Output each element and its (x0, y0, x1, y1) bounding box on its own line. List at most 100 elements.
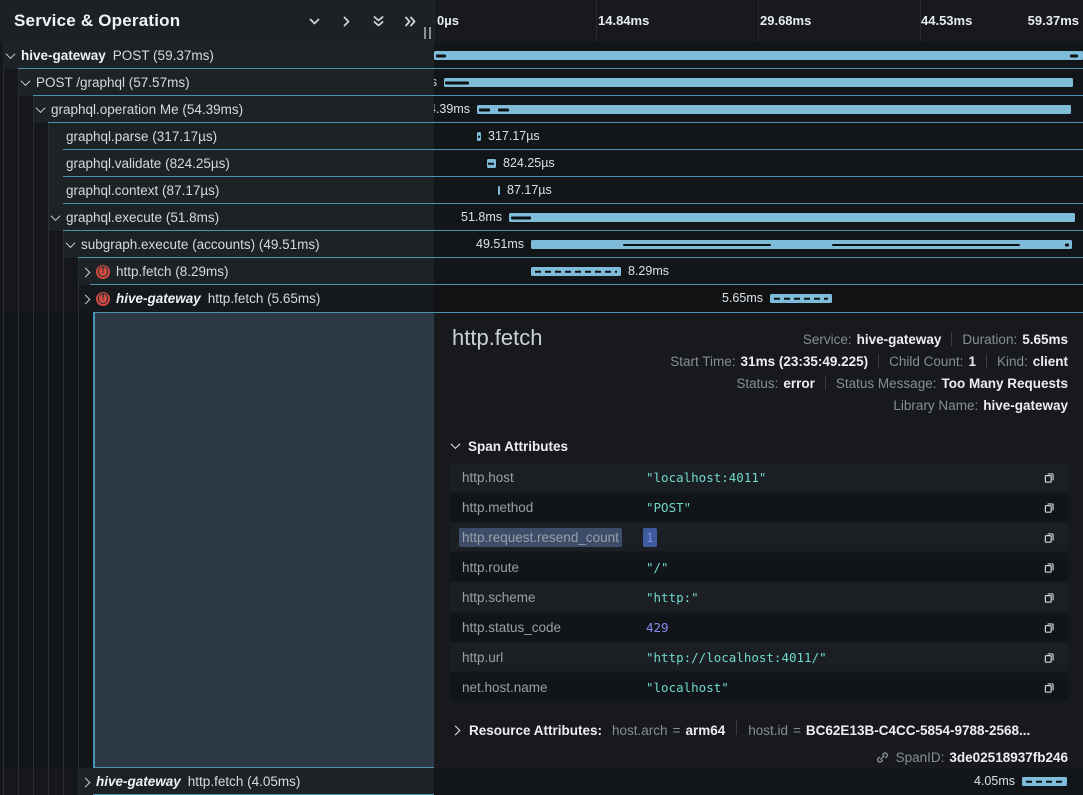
timeline-bar[interactable] (509, 213, 1075, 222)
attribute-row[interactable]: http.route "/" (450, 553, 1068, 581)
attribute-value: "/" (646, 560, 669, 575)
attribute-key: http.scheme (462, 590, 536, 605)
span-row[interactable]: graphql.operation Me (54.39ms)54.39ms (0, 96, 1083, 123)
timeline-bar[interactable] (477, 132, 481, 141)
copy-icon[interactable] (1042, 530, 1057, 545)
copy-icon[interactable] (1042, 560, 1057, 575)
meta-label: Child Count: (889, 354, 963, 369)
copy-icon[interactable] (1042, 680, 1057, 695)
span-service-name: hive-gateway (21, 48, 106, 63)
attribute-key: net.host.name (462, 680, 548, 695)
attribute-key: http.route (462, 560, 519, 575)
copy-icon[interactable] (1042, 650, 1057, 665)
span-service-name: hive-gateway (96, 774, 181, 789)
copy-icon[interactable] (1042, 500, 1057, 515)
timeline-bar[interactable] (487, 159, 496, 168)
bar-duration-label: 317.17µs (488, 129, 540, 143)
chevron-down-icon[interactable] (66, 238, 76, 248)
row-border (18, 68, 1083, 69)
panel-splitter-handle[interactable] (421, 26, 433, 40)
meta-value: hive-gateway (983, 398, 1068, 413)
span-tree-cell[interactable]: subgraph.execute (accounts) (49.51ms) (0, 231, 434, 258)
chevron-down-icon[interactable] (21, 76, 31, 86)
attribute-key: http.method (462, 500, 533, 515)
meta-value: 31ms (23:35:49.225) (741, 354, 869, 369)
copy-icon[interactable] (1042, 590, 1057, 605)
error-icon (96, 292, 110, 306)
span-tree-cell[interactable]: graphql.validate (824.25µs) (0, 150, 434, 177)
span-tree-cell[interactable]: hive-gatewayhttp.fetch (4.05ms) (0, 768, 434, 795)
expand-all-icon[interactable] (401, 12, 419, 30)
timeline-bar[interactable] (434, 51, 1083, 60)
bar-duration-label: 824.25µs (503, 156, 555, 170)
span-row[interactable]: graphql.context (87.17µs) 87.17µs (0, 177, 1083, 204)
timeline-bar[interactable] (498, 186, 500, 195)
span-row[interactable]: subgraph.execute (accounts) (49.51ms) 49.… (0, 231, 1083, 258)
timeline-lane: 824.25µs (434, 150, 1083, 177)
attribute-row[interactable]: http.request.resend_count1 (450, 523, 1068, 551)
span-tree-cell[interactable]: graphql.context (87.17µs) (0, 177, 434, 204)
collapse-one-level-icon[interactable] (305, 12, 323, 30)
chevron-down-icon[interactable] (6, 49, 16, 59)
meta-label: Library Name: (893, 398, 978, 413)
span-attributes-toggle[interactable]: Span Attributes (450, 439, 568, 454)
span-tree-cell[interactable]: graphql.execute (51.8ms) (0, 204, 434, 231)
timeline-lane: 87.17µs (434, 177, 1083, 204)
row-border (63, 149, 1083, 150)
attribute-row[interactable]: net.host.name "localhost" (450, 673, 1068, 701)
attribute-row[interactable]: http.status_code429 (450, 613, 1068, 641)
attribute-value: "http://localhost:4011/" (646, 650, 827, 665)
timeline-lane: 51.8ms (434, 204, 1083, 231)
span-row[interactable]: POST /graphql (57.57ms) 57.57ms (0, 69, 1083, 96)
chevron-down-icon[interactable] (51, 211, 61, 221)
attribute-row[interactable]: http.url"http://localhost:4011/" (450, 643, 1068, 671)
span-row[interactable]: graphql.parse (317.17µs) 317.17µs (0, 123, 1083, 150)
span-tree-cell[interactable]: hive-gatewayPOST (59.37ms) (0, 42, 434, 69)
span-tree-cell[interactable]: graphql.operation Me (54.39ms) (0, 96, 434, 123)
timeline-bar[interactable] (770, 294, 832, 303)
collapse-all-icon[interactable] (369, 12, 387, 30)
chevron-right-icon[interactable] (451, 725, 461, 735)
timeline-bar[interactable] (531, 267, 621, 276)
attribute-key: http.request.resend_count (459, 528, 622, 547)
chevron-right-icon[interactable] (81, 777, 91, 787)
row-border (63, 203, 1083, 204)
timeline-lane: 57.57ms (434, 69, 1083, 96)
chevron-right-icon[interactable] (81, 294, 91, 304)
expand-one-level-icon[interactable] (337, 12, 355, 30)
chevron-down-icon[interactable] (36, 103, 46, 113)
indent-guide-line (48, 123, 49, 795)
chevron-right-icon[interactable] (81, 267, 91, 277)
span-operation-label: http.fetch (8.29ms) (116, 264, 229, 279)
timeline-bar[interactable] (1022, 777, 1067, 786)
attribute-value: "localhost" (646, 680, 729, 695)
copy-icon[interactable] (1042, 470, 1057, 485)
span-row[interactable]: hive-gatewayhttp.fetch (5.65ms)5.65ms (0, 285, 1083, 312)
equals-sign: = (793, 723, 801, 738)
span-row[interactable]: graphql.validate (824.25µs) 824.25µs (0, 150, 1083, 177)
resource-value: BC62E13B-C4CC-5854-9788-2568... (806, 723, 1030, 738)
span-tree-cell[interactable]: POST /graphql (57.57ms) (0, 69, 434, 96)
timeline-bar[interactable] (444, 78, 1073, 87)
bar-duration-label: 49.51ms (476, 237, 524, 251)
timeline-tick-label: 59.37ms (1028, 13, 1079, 28)
span-row[interactable]: graphql.execute (51.8ms)51.8ms (0, 204, 1083, 231)
bar-duration-label: 87.17µs (507, 183, 552, 197)
span-tree-cell[interactable]: graphql.parse (317.17µs) (0, 123, 434, 150)
span-row[interactable]: hive-gatewayhttp.fetch (4.05ms)4.05ms (0, 768, 1083, 795)
copy-icon[interactable] (1042, 620, 1057, 635)
timeline-bar[interactable] (531, 240, 1072, 249)
timeline-lane (434, 42, 1083, 69)
span-row[interactable]: hive-gatewayPOST (59.37ms) (0, 42, 1083, 69)
span-operation-label: POST /graphql (57.57ms) (36, 75, 190, 90)
span-tree-cell[interactable]: hive-gatewayhttp.fetch (5.65ms) (0, 285, 434, 312)
attribute-row[interactable]: http.method"POST" (450, 493, 1068, 521)
timeline-bar[interactable] (477, 105, 1071, 114)
attribute-row[interactable]: http.scheme"http:" (450, 583, 1068, 611)
link-icon[interactable] (875, 750, 890, 765)
timeline-lane: 49.51ms (434, 231, 1083, 258)
span-tree-cell[interactable]: http.fetch (8.29ms) (0, 258, 434, 285)
attribute-row[interactable]: http.host"localhost:4011" (450, 463, 1068, 491)
row-border (78, 257, 1083, 258)
span-row[interactable]: http.fetch (8.29ms)8.29ms (0, 258, 1083, 285)
